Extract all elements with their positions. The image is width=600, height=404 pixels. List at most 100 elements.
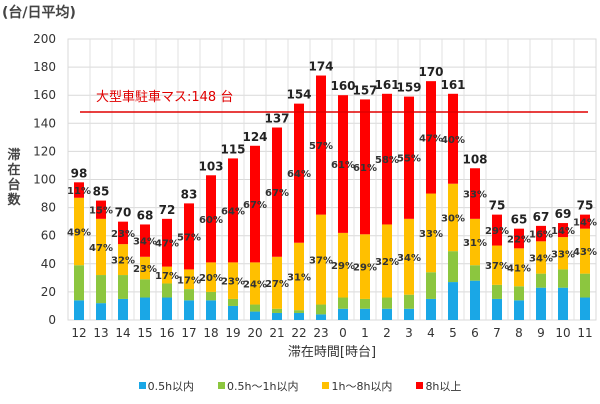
legend-label: 0.5h以内	[147, 380, 195, 393]
bar-segment-mid	[316, 304, 326, 315]
percent-label: 34%	[133, 237, 157, 248]
bar-segment-short	[74, 300, 84, 320]
percent-label: 31%	[463, 238, 487, 249]
bar-segment-short	[382, 308, 392, 320]
bar-segment-mid	[404, 294, 414, 309]
total-label: 67	[533, 210, 550, 224]
percent-label: 32%	[375, 257, 399, 268]
percent-label: 47%	[419, 133, 443, 144]
percent-label: 47%	[89, 243, 113, 254]
x-tick-label: 13	[93, 326, 108, 340]
percent-label: 60%	[199, 215, 223, 226]
bar-segment-long	[338, 232, 348, 298]
total-label: 124	[242, 130, 267, 144]
bar-segment-long	[580, 228, 590, 274]
bar-segment-short	[558, 287, 568, 320]
legend-item: 0.5h～1h以内	[218, 378, 298, 394]
bar-segment-overnight	[140, 224, 150, 257]
percent-label: 37%	[309, 256, 333, 267]
bar-segment-short	[404, 308, 414, 320]
bar-segment-mid	[118, 275, 128, 299]
percent-label: 34%	[529, 253, 553, 264]
bar-segment-short	[536, 287, 546, 320]
x-tick-label: 20	[247, 326, 262, 340]
x-tick-label: 12	[71, 326, 86, 340]
total-label: 72	[159, 203, 176, 217]
x-tick-label: 14	[115, 326, 130, 340]
x-tick-label: 18	[203, 326, 218, 340]
reference-line-label: 大型車駐車マス:148 台	[96, 90, 233, 105]
y-tick-label: 140	[33, 116, 56, 130]
percent-label: 23%	[133, 264, 157, 275]
x-axis-title: 滞在時間[時台]	[288, 345, 376, 360]
bar-segment-overnight	[470, 168, 480, 219]
total-label: 108	[462, 152, 487, 166]
percent-label: 41%	[507, 263, 531, 274]
bar-segment-overnight	[338, 95, 348, 233]
bar-segment-overnight	[118, 221, 128, 245]
legend-swatch	[416, 382, 424, 389]
percent-label: 14%	[551, 226, 575, 237]
bar-segment-mid	[492, 284, 502, 299]
bar-segment-mid	[184, 289, 194, 301]
legend: 0.5h以内 0.5h～1h以内 1h～8h以内 8h以上	[0, 378, 600, 394]
bar-segment-overnight	[558, 223, 568, 238]
bar-segment-short	[118, 298, 128, 320]
x-tick-label: 7	[493, 326, 501, 340]
percent-label: 43%	[573, 247, 597, 258]
bar-segment-long	[316, 214, 326, 305]
x-tick-label: 19	[225, 326, 240, 340]
legend-swatch	[138, 382, 146, 389]
total-label: 161	[374, 78, 399, 92]
total-label: 83	[181, 187, 198, 201]
y-tick-label: 60	[41, 229, 56, 243]
bar-segment-short	[448, 282, 458, 320]
bar-segment-long	[96, 218, 106, 276]
percent-label: 67%	[265, 188, 289, 199]
percent-label: 20%	[199, 273, 223, 284]
bar-segment-mid	[558, 269, 568, 288]
total-label: 85	[93, 185, 110, 199]
total-label: 75	[577, 199, 594, 213]
bar-segment-short	[96, 303, 106, 320]
x-tick-label: 22	[291, 326, 306, 340]
y-tick-label: 100	[33, 173, 56, 187]
total-label: 70	[115, 206, 132, 220]
percent-label: 33%	[419, 229, 443, 240]
x-tick-label: 0	[339, 326, 347, 340]
legend-item: 0.5h以内	[138, 378, 195, 394]
bar-segment-mid	[426, 272, 436, 299]
percent-label: 33%	[551, 249, 575, 260]
bar-segment-short	[206, 300, 216, 320]
bar-segment-long	[294, 242, 304, 311]
bar-segment-short	[514, 300, 524, 320]
bar-segment-mid	[514, 286, 524, 301]
percent-label: 32%	[111, 256, 135, 267]
bar-segment-long	[426, 193, 436, 273]
bar-segment-overnight	[272, 127, 282, 257]
percent-label: 16%	[529, 230, 553, 241]
percent-label: 40%	[441, 135, 465, 146]
percent-label: 34%	[397, 253, 421, 264]
unit-label: (台/日平均)	[2, 5, 76, 21]
percent-label: 57%	[177, 232, 201, 243]
x-tick-label: 6	[471, 326, 479, 340]
percent-label: 14%	[573, 218, 597, 229]
bar-segment-overnight	[184, 203, 194, 270]
x-tick-label: 23	[313, 326, 328, 340]
x-tick-label: 11	[577, 326, 592, 340]
percent-label: 23%	[221, 277, 245, 288]
percent-label: 37%	[485, 261, 509, 272]
percent-label: 64%	[221, 206, 245, 217]
total-label: 103	[198, 159, 223, 173]
bar-segment-long	[206, 262, 216, 292]
bar-segment-mid	[470, 265, 480, 281]
x-tick-label: 17	[181, 326, 196, 340]
x-tick-label: 21	[269, 326, 284, 340]
bar-segment-short	[426, 298, 436, 320]
bar-segment-overnight	[360, 99, 370, 235]
grid	[67, 38, 597, 321]
total-label: 154	[286, 88, 311, 102]
total-label: 137	[264, 112, 289, 126]
